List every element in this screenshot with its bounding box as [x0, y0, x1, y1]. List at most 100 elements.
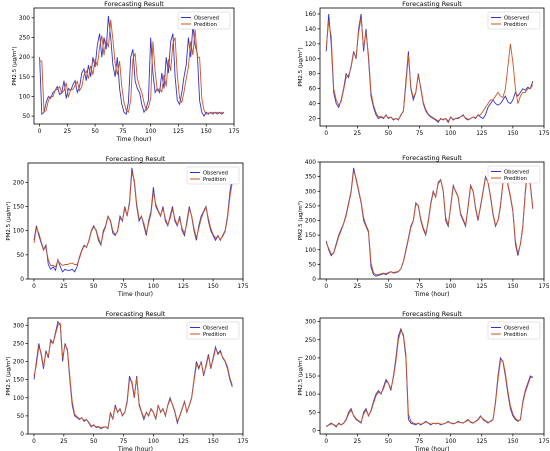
y-tick-label: 160: [305, 12, 316, 18]
legend-label-prediction: Predition: [203, 332, 226, 338]
x-tick-label: 150: [507, 439, 518, 445]
x-tick-label: 125: [476, 131, 487, 137]
legend-box: [177, 11, 231, 30]
y-tick-label: 200: [305, 356, 316, 362]
legend-box: [186, 321, 240, 340]
x-tick-label: 25: [354, 284, 362, 290]
y-tick-label: 120: [305, 42, 316, 48]
y-tick-label: 300: [13, 323, 24, 329]
legend-label-observed: Observed: [203, 326, 228, 332]
y-tick-label: 150: [13, 205, 24, 211]
y-tick-label: 50: [309, 262, 317, 268]
x-axis-label: Time (hour): [413, 291, 449, 298]
y-tick-label: 40: [309, 102, 317, 108]
x-tick-label: 125: [178, 439, 189, 445]
legend-box: [487, 165, 541, 184]
legend-label-prediction: Predition: [504, 22, 527, 28]
x-tick-label: 0: [38, 129, 42, 135]
legend-label-observed: Observed: [504, 326, 529, 332]
y-tick-label: 300: [19, 16, 30, 22]
x-tick-label: 175: [237, 439, 248, 445]
chart-title: Forecasting Result: [104, 0, 164, 8]
x-tick-label: 100: [445, 439, 456, 445]
series-line-observed: [325, 13, 534, 124]
y-tick-label: 100: [305, 392, 316, 398]
legend-label-observed: Observed: [504, 170, 529, 176]
chart-title: Forecasting Result: [402, 154, 462, 162]
x-tick-label: 175: [237, 284, 248, 290]
chart-title: Forecasting Result: [106, 155, 166, 163]
series-line-observed: [39, 15, 225, 118]
y-tick-label: 0: [312, 277, 316, 283]
y-tick-label: 0: [312, 428, 316, 434]
y-tick-label: 50: [23, 114, 31, 120]
x-axis-label: Time (hour): [115, 136, 151, 143]
x-tick-label: 50: [90, 284, 98, 290]
y-tick-label: 300: [305, 320, 316, 326]
series-line-prediction: [39, 19, 225, 115]
y-tick-label: 350: [305, 175, 316, 181]
x-tick-label: 50: [91, 129, 99, 135]
x-tick-label: 25: [64, 129, 72, 135]
legend-label-observed: Observed: [203, 171, 228, 177]
x-axis-label: Time (hour): [413, 446, 449, 451]
y-tick-label: 0: [20, 277, 24, 283]
series-line-prediction: [33, 322, 233, 429]
x-tick-label: 75: [416, 439, 424, 445]
plot-frame: [27, 317, 244, 435]
y-tick-label: 250: [19, 35, 30, 41]
y-tick-label: 400: [305, 160, 316, 166]
y-tick-label: 300: [305, 189, 316, 195]
x-tick-label: 50: [385, 284, 393, 290]
y-tick-label: 80: [309, 72, 317, 78]
legend-box: [186, 166, 240, 185]
plot-frame: [33, 7, 235, 125]
y-tick-label: 200: [19, 55, 30, 61]
y-axis-label: PM2.5 (μg/m³): [297, 356, 304, 395]
x-axis-label: Time (hour): [117, 291, 153, 298]
y-tick-label: 50: [309, 410, 317, 416]
series-line-observed: [325, 327, 534, 428]
x-tick-label: 100: [445, 131, 456, 137]
y-tick-label: 150: [19, 75, 30, 81]
x-tick-label: 75: [119, 129, 127, 135]
y-tick-label: 150: [13, 378, 24, 384]
x-tick-label: 150: [201, 129, 212, 135]
plot-frame: [27, 162, 244, 280]
chart-panel-3: Forecasting Result 0 25 50 75 100 125 150 175 0 50…: [5, 155, 249, 298]
chart-title: Forecasting Result: [402, 0, 462, 8]
legend-label-prediction: Predition: [504, 332, 527, 338]
chart-title: Forecasting Result: [106, 310, 166, 318]
x-tick-label: 0: [324, 439, 328, 445]
y-tick-label: 100: [13, 396, 24, 402]
legend-label-prediction: Predition: [504, 176, 527, 182]
y-tick-label: 60: [309, 87, 317, 93]
x-tick-label: 75: [120, 284, 128, 290]
x-tick-label: 50: [385, 439, 393, 445]
x-tick-label: 100: [148, 284, 159, 290]
series-line-prediction: [325, 17, 534, 122]
legend-box: [487, 321, 541, 340]
chart-panel-5: Forecasting Result 0 25 50 75 100 125 150 175 0 50…: [5, 310, 249, 451]
x-tick-label: 0: [32, 284, 36, 290]
series-line-prediction: [325, 170, 534, 276]
x-tick-label: 25: [354, 131, 362, 137]
series-line-prediction: [326, 329, 533, 427]
y-tick-label: 250: [13, 341, 24, 347]
x-tick-label: 50: [90, 439, 98, 445]
y-tick-label: 150: [305, 233, 316, 239]
y-tick-label: 200: [13, 360, 24, 366]
x-tick-label: 50: [385, 131, 393, 137]
x-tick-label: 25: [60, 439, 68, 445]
x-tick-label: 175: [538, 131, 549, 137]
y-tick-label: 20: [309, 117, 317, 123]
y-axis-label: PM2.5 (μg/m³): [297, 47, 304, 86]
x-tick-label: 150: [507, 131, 518, 137]
chart-panel-2: Forecasting Result 0 25 50 75 100 125 150 175 20 4…: [297, 0, 550, 137]
legend-label-observed: Observed: [194, 16, 219, 22]
y-axis-label: PM2.5 (μg/m³): [297, 201, 304, 240]
